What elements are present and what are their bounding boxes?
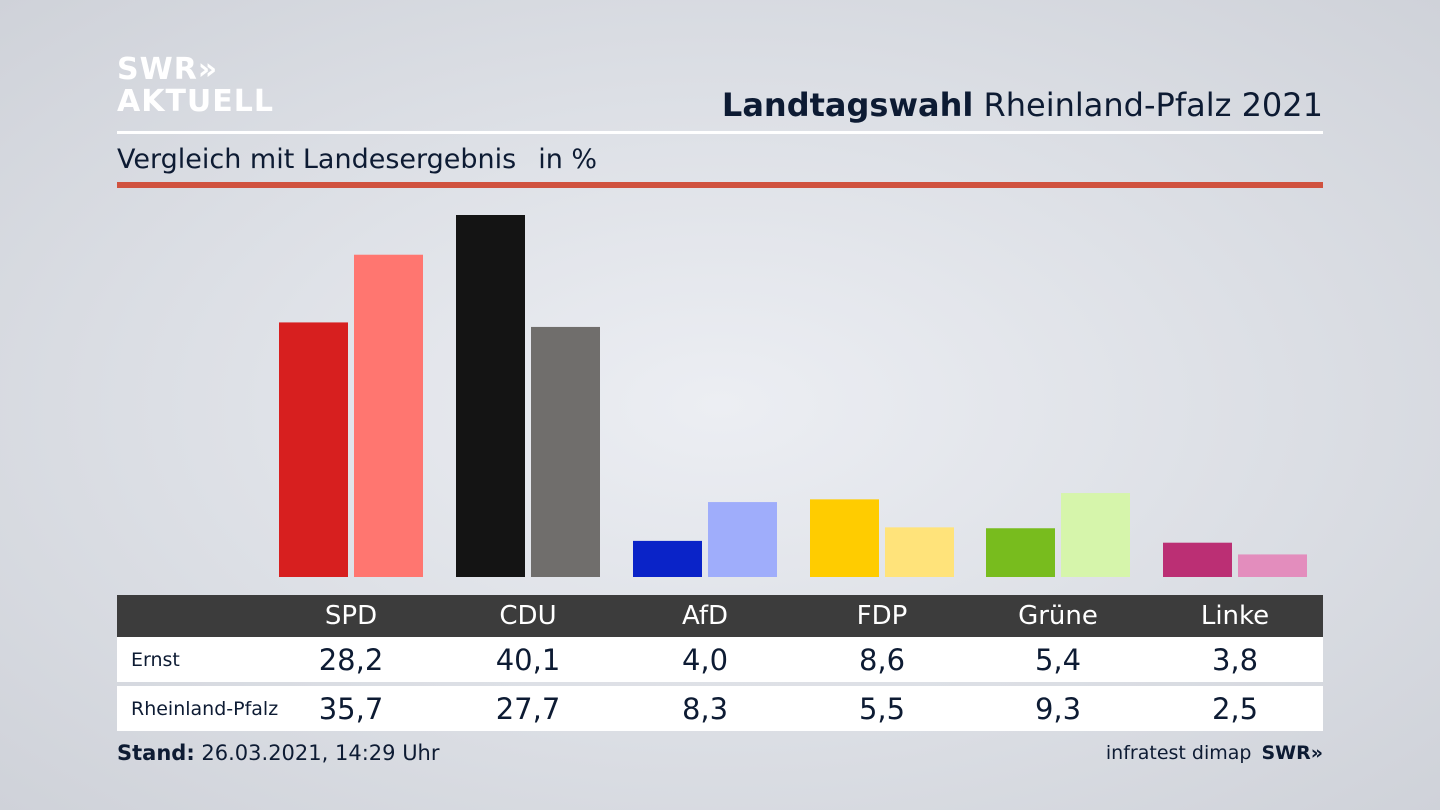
subtitle-text: Vergleich mit Landesergebnis <box>117 144 517 175</box>
bar-afd-ernst <box>633 540 702 577</box>
bar-chart <box>279 215 1307 577</box>
logo-line-1: SWR» <box>117 52 219 87</box>
swr-aktuell-logo: SWR» AKTUELL <box>117 54 274 118</box>
column-header: Linke <box>1200 601 1270 631</box>
table-cell: 5,4 <box>1034 643 1082 677</box>
page-title: Landtagswahl Rheinland-Pfalz 2021 <box>722 86 1323 124</box>
row-label: Ernst <box>131 649 180 671</box>
logo-line-2: AKTUELL <box>117 84 275 119</box>
chart-subtitle: Vergleich mit Landesergebnis in % <box>117 144 597 175</box>
table-row: Rheinland-Pfalz 35,7 27,7 8,3 5,5 9,3 2,5 <box>117 686 1323 731</box>
title-rest: Rheinland-Pfalz 2021 <box>983 86 1323 124</box>
table-cell: 8,3 <box>681 692 729 726</box>
bar-grne-ernst <box>986 528 1055 577</box>
table-cell: 28,2 <box>318 643 384 677</box>
bar-linke-ernst <box>1163 542 1232 577</box>
table-row: Ernst 28,2 40,1 4,0 8,6 5,4 3,8 <box>117 637 1323 682</box>
stand-value: 26.03.2021, 14:29 Uhr <box>201 741 440 765</box>
bar-spd-landesergebnis <box>354 254 423 577</box>
table-cell: 27,7 <box>495 692 561 726</box>
table-header-row: SPD CDU AfD FDP Grüne Linke <box>117 595 1323 637</box>
table-body: Ernst 28,2 40,1 4,0 8,6 5,4 3,8 Rheinland-Pfalz… <box>117 637 1323 731</box>
table-cell: 40,1 <box>495 643 561 677</box>
source-text: infratest dimap <box>1105 742 1252 764</box>
swr-brand-logo: SWR» <box>1261 742 1323 764</box>
accent-divider <box>117 182 1323 188</box>
column-header: SPD <box>324 601 378 631</box>
bar-linke-landesergebnis <box>1238 554 1307 577</box>
table-cell: 9,3 <box>1034 692 1082 726</box>
table-cell: 3,8 <box>1211 643 1259 677</box>
results-table: SPD CDU AfD FDP Grüne Linke Ernst 28,2 40,1 4,0 8… <box>117 595 1323 731</box>
table-cell: 4,0 <box>681 643 729 677</box>
stand-label: Stand: <box>117 741 195 765</box>
unit-label: in % <box>538 144 598 175</box>
table-cell: 5,5 <box>858 692 906 726</box>
bar-cdu-landesergebnis <box>531 326 600 577</box>
bar-fdp-ernst <box>810 499 879 577</box>
column-header: CDU <box>499 601 557 631</box>
title-bold: Landtagswahl <box>721 86 974 124</box>
timestamp: Stand: 26.03.2021, 14:29 Uhr <box>117 741 440 765</box>
column-header: Grüne <box>1018 601 1098 631</box>
bar-spd-ernst <box>279 322 348 577</box>
bar-afd-landesergebnis <box>708 502 777 577</box>
header-divider <box>117 131 1323 134</box>
bar-grne-landesergebnis <box>1061 493 1130 577</box>
row-label: Rheinland-Pfalz <box>131 698 279 720</box>
bar-cdu-ernst <box>456 215 525 577</box>
table-cell: 2,5 <box>1211 692 1259 726</box>
table-cell: 8,6 <box>858 643 906 677</box>
table-cell: 35,7 <box>318 692 384 726</box>
source-credit: infratest dimap SWR» <box>1106 742 1323 764</box>
column-header: AfD <box>681 601 729 631</box>
column-header: FDP <box>856 601 908 631</box>
bar-fdp-landesergebnis <box>885 527 954 577</box>
